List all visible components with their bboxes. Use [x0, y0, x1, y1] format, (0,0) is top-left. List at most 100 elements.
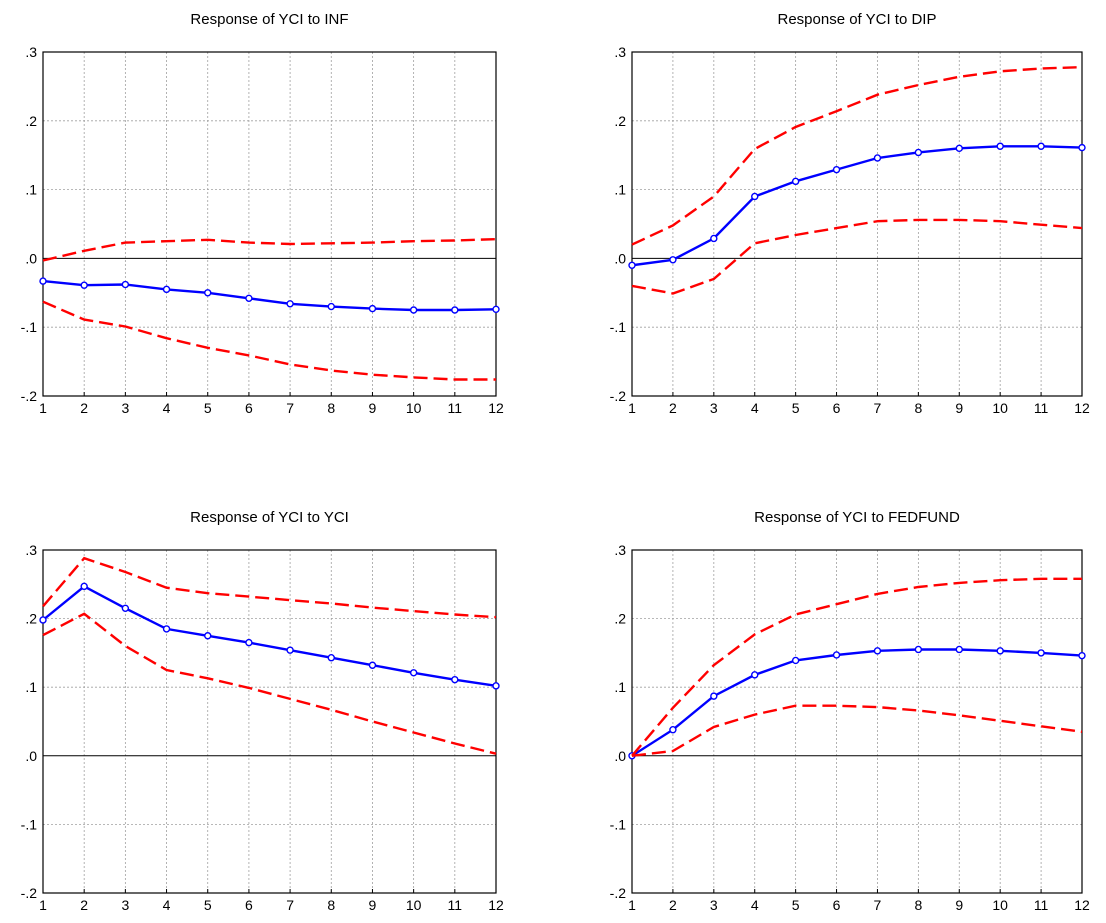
- response-point: [245, 638, 253, 647]
- response-point: [327, 654, 335, 662]
- panel-response-yci-to-fedfund: Response of YCI to FEDFUND .3 .2 .1 .0 -.1 -.…: [610, 509, 1090, 913]
- x-tick-label: 7: [874, 897, 882, 913]
- y-tick-label: .1: [25, 679, 37, 695]
- response-point: [39, 277, 47, 285]
- x-tick-label: 3: [121, 897, 129, 913]
- response-point: [80, 582, 88, 591]
- x-tick-label: 7: [286, 400, 294, 416]
- response-point: [1037, 649, 1045, 657]
- x-tick-label: 11: [1034, 400, 1049, 416]
- x-tick-label: 2: [80, 897, 88, 913]
- confidence-band-lower-line: [631, 218, 1083, 295]
- y-tick-label: -.2: [21, 885, 38, 901]
- plot-frame: [631, 549, 1083, 894]
- confidence-band-lower-line: [42, 300, 496, 381]
- x-tick-label: 8: [914, 897, 922, 913]
- response-point: [409, 669, 418, 677]
- x-tick-label: 10: [992, 897, 1008, 913]
- x-tick-label: 2: [80, 400, 88, 416]
- y-tick-label: -.1: [21, 319, 38, 335]
- response-point: [873, 647, 882, 655]
- response-point: [996, 647, 1004, 655]
- response-point: [80, 281, 88, 289]
- chart-title: Response of YCI to FEDFUND: [754, 509, 960, 526]
- chart-title: Response of YCI to YCI: [190, 509, 349, 526]
- response-point: [39, 616, 47, 624]
- chart-title: Response of YCI to DIP: [778, 11, 937, 28]
- response-line: [631, 145, 1083, 267]
- y-tick-label: -.2: [21, 388, 38, 404]
- response-point: [832, 651, 841, 659]
- x-tick-label: 11: [448, 897, 463, 913]
- y-tick-label: .0: [25, 250, 37, 266]
- x-tick-label: 1: [39, 897, 47, 913]
- confidence-band-upper-line: [42, 237, 497, 262]
- response-point: [669, 726, 677, 734]
- x-tick-label: 5: [792, 897, 800, 913]
- response-point: [451, 306, 459, 314]
- x-tick-label: 4: [751, 897, 759, 913]
- y-tick-label: .1: [614, 679, 626, 695]
- y-tick-label: .1: [25, 182, 37, 198]
- response-point: [955, 144, 963, 153]
- plot-frame: [42, 51, 497, 397]
- x-tick-label: 10: [406, 400, 422, 416]
- x-tick-label: 12: [488, 897, 504, 913]
- x-tick-label: 2: [669, 400, 677, 416]
- x-tick-label: 3: [121, 400, 129, 416]
- plot-frame: [631, 51, 1083, 397]
- x-tick-label: 1: [628, 897, 636, 913]
- x-tick-label: 5: [204, 897, 212, 913]
- response-point: [791, 177, 800, 186]
- response-point: [751, 671, 759, 679]
- response-point: [286, 300, 294, 308]
- y-tick-label: -.1: [610, 816, 627, 832]
- response-point: [204, 289, 212, 297]
- x-tick-label: 5: [204, 400, 212, 416]
- x-tick-label: 8: [327, 897, 335, 913]
- response-point: [710, 692, 718, 700]
- response-point: [955, 645, 963, 654]
- y-tick-label: .3: [25, 44, 37, 60]
- x-tick-label: 4: [163, 400, 171, 416]
- x-tick-label: 12: [1074, 400, 1090, 416]
- chart-title: Response of YCI to INF: [190, 11, 348, 28]
- y-tick-label: .2: [614, 611, 626, 627]
- x-tick-label: 4: [163, 897, 171, 913]
- x-tick-label: 7: [874, 400, 882, 416]
- response-line: [42, 279, 497, 312]
- response-point: [121, 604, 130, 613]
- response-point: [873, 154, 882, 162]
- panel-response-yci-to-inf: Response of YCI to INF .3.2.1.0-.1-.21 2 3…: [21, 11, 504, 416]
- response-point: [204, 632, 212, 640]
- response-point: [368, 304, 377, 313]
- x-tick-label: 10: [406, 897, 422, 913]
- panel-response-yci-to-dip: Response of YCI to DIP .3.2.1.0-.1-.21 2 3…: [610, 11, 1090, 416]
- plot-frame: [42, 549, 497, 894]
- response-point: [628, 261, 636, 269]
- x-tick-label: 7: [286, 897, 294, 913]
- response-point: [1078, 143, 1086, 152]
- response-line: [42, 584, 497, 687]
- response-point: [286, 646, 294, 654]
- x-tick-label: 9: [369, 400, 377, 416]
- x-tick-label: 3: [710, 897, 718, 913]
- response-point: [914, 148, 923, 157]
- y-tick-label: .0: [614, 250, 626, 266]
- x-tick-label: 9: [955, 897, 963, 913]
- x-tick-label: 6: [833, 897, 841, 913]
- response-point: [409, 306, 418, 314]
- confidence-band-lower-line: [631, 704, 1083, 757]
- y-tick-label: .2: [25, 611, 37, 627]
- x-tick-label: 2: [669, 897, 677, 913]
- y-tick-label: -.2: [610, 885, 627, 901]
- response-point: [245, 294, 253, 303]
- response-point: [162, 625, 171, 633]
- x-tick-label: 11: [1034, 897, 1049, 913]
- response-point: [121, 280, 130, 289]
- response-point: [451, 675, 459, 684]
- response-point: [996, 142, 1004, 150]
- x-tick-label: 1: [39, 400, 47, 416]
- x-tick-label: 9: [369, 897, 377, 913]
